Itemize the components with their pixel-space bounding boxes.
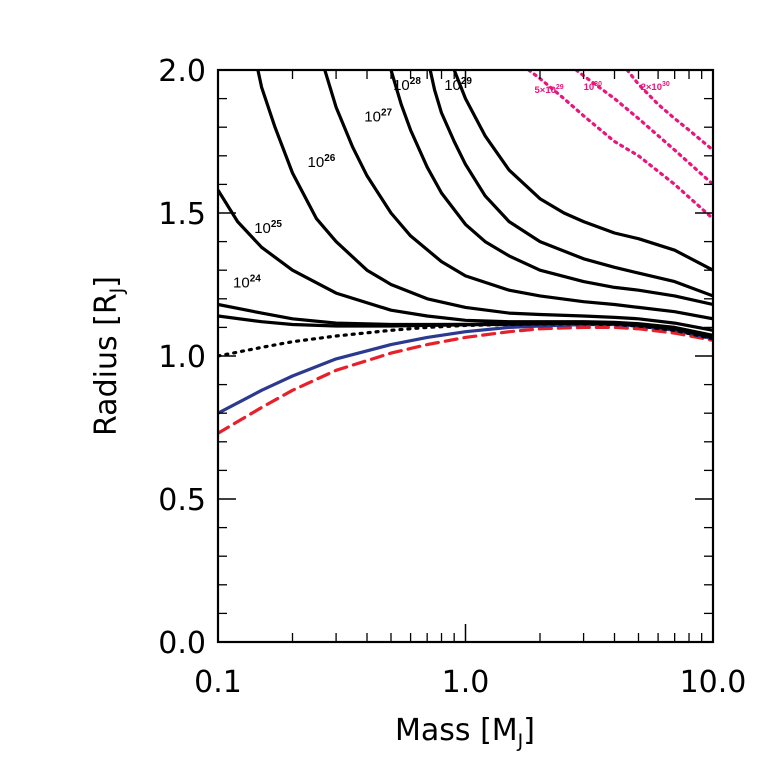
series-line-solid-black-10: [452, 70, 713, 272]
series-line-solid-black-6: [256, 70, 713, 332]
curves-group: [218, 70, 713, 435]
curve-label-3: 1027: [364, 108, 392, 126]
series-line-dotted-pink-11: [527, 70, 713, 221]
x-tick-label-0: 0.1: [194, 665, 242, 700]
series-line-dotted-pink-13: [625, 70, 713, 152]
pink-curve-label-6: 5×1029: [535, 84, 564, 96]
curve-label-1: 1025: [254, 219, 282, 237]
y-tick-label-2: 1.0: [158, 340, 206, 375]
y-tick-label-3: 1.5: [158, 197, 206, 232]
y-tick-label-4: 2.0: [158, 54, 206, 89]
y-axis-title: Radius [RJ]: [89, 276, 128, 436]
curve-label-2: 1026: [308, 153, 336, 171]
x-tick-label-1: 1.0: [442, 665, 490, 700]
series-line-solid-black-5: [218, 189, 713, 337]
axis-ticks-group: 0.1 1.0 10.0 0.0 0.5 1.0 1.5 2.0: [158, 54, 746, 700]
series-line-solid-black-9: [428, 70, 713, 298]
series-line-solid-black-8: [389, 70, 713, 307]
series-line-solid-black-7: [323, 70, 713, 321]
pink-curve-label-7: 1030: [584, 81, 602, 93]
series-line-dotted-pink-12: [574, 70, 713, 186]
pink-curve-label-8: 2×1030: [641, 81, 670, 93]
curve-label-4: 1028: [393, 76, 421, 94]
y-tick-label-0: 0.0: [158, 626, 206, 661]
y-tick-label-1: 0.5: [158, 483, 206, 518]
curve-label-5: 1029: [444, 76, 472, 94]
curve-label-0: 1024: [233, 273, 261, 291]
x-axis-title: Mass [MJ]: [395, 713, 535, 752]
series-line-dashed-red-0: [218, 325, 713, 435]
x-tick-label-2: 10.0: [680, 665, 747, 700]
